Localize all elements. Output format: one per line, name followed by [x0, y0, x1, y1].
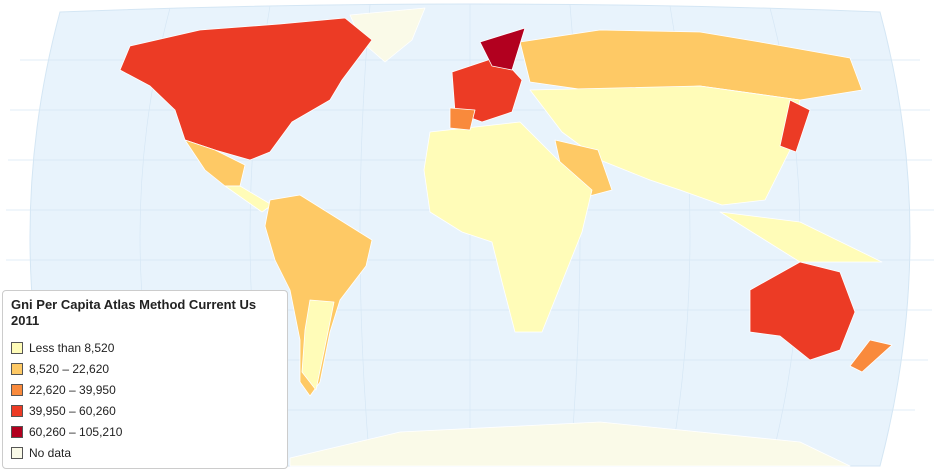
legend: Gni Per Capita Atlas Method Current Us 2… [2, 290, 288, 469]
antarctica [289, 421, 851, 467]
argentina [301, 299, 335, 391]
south-america [264, 194, 373, 397]
southeast-asia [719, 211, 883, 263]
australia [749, 261, 856, 361]
legend-item: 22,620 – 39,950 [11, 379, 279, 400]
legend-item: Less than 8,520 [11, 337, 279, 358]
legend-item: 8,520 – 22,620 [11, 358, 279, 379]
legend-title: Gni Per Capita Atlas Method Current Us 2… [11, 297, 257, 328]
legend-swatch [11, 341, 23, 354]
legend-label: 22,620 – 39,950 [29, 382, 116, 397]
scandinavia [479, 27, 526, 71]
legend-items: Less than 8,520 8,520 – 22,620 22,620 – 39… [11, 337, 279, 463]
legend-item: No data [11, 442, 279, 463]
north-america [119, 17, 373, 161]
legend-swatch [11, 362, 23, 375]
iberia [449, 107, 476, 131]
legend-label: 39,950 – 60,260 [29, 403, 116, 418]
japan [779, 99, 811, 153]
legend-label: 8,520 – 22,620 [29, 361, 110, 376]
legend-item: 39,950 – 60,260 [11, 400, 279, 421]
legend-swatch [11, 446, 23, 459]
legend-swatch [11, 425, 23, 438]
countries [119, 7, 893, 467]
legend-label: 60,260 – 105,210 [29, 424, 123, 439]
legend-swatch [11, 404, 23, 417]
legend-swatch [11, 383, 23, 396]
new-zealand [849, 339, 893, 373]
africa [423, 121, 593, 333]
legend-item: 60,260 – 105,210 [11, 421, 279, 442]
legend-label: No data [29, 445, 72, 460]
legend-label: Less than 8,520 [29, 340, 115, 355]
